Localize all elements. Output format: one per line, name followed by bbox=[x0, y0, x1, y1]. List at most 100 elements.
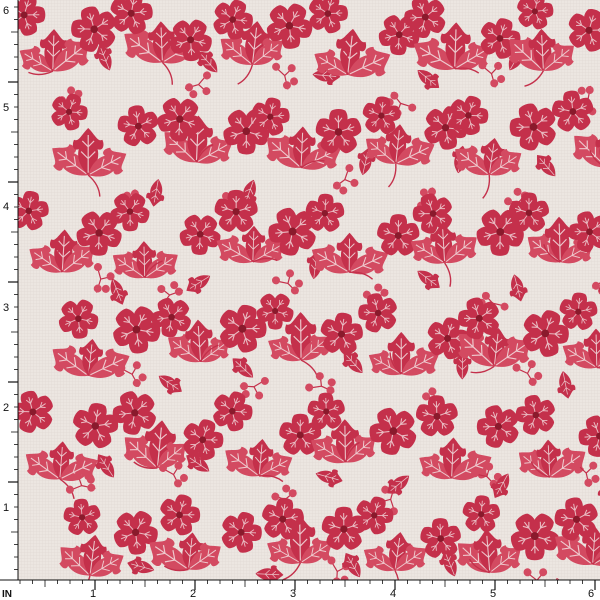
leaf bbox=[216, 235, 253, 264]
flower bbox=[18, 390, 53, 433]
stem bbox=[387, 163, 397, 188]
flower-center bbox=[394, 232, 402, 240]
leaf bbox=[489, 545, 521, 573]
motif-cell bbox=[416, 395, 519, 498]
leaf bbox=[455, 145, 490, 176]
flower-center bbox=[478, 511, 485, 518]
motif-cell bbox=[59, 498, 158, 580]
left-ruler-label-5: 5 bbox=[3, 102, 9, 114]
leaf bbox=[89, 550, 124, 577]
leaf bbox=[188, 542, 221, 570]
motif-cell bbox=[110, 0, 218, 99]
stem bbox=[344, 441, 360, 463]
leaf bbox=[110, 278, 128, 305]
flower-center bbox=[267, 113, 274, 120]
flower bbox=[378, 15, 420, 56]
leaf bbox=[241, 21, 270, 65]
motif-cell bbox=[52, 299, 182, 395]
leaf bbox=[458, 331, 495, 367]
leaf bbox=[259, 452, 293, 478]
flower-center bbox=[296, 431, 304, 439]
flower bbox=[320, 312, 363, 355]
flower bbox=[110, 0, 153, 35]
flower-center bbox=[496, 35, 504, 42]
leaf bbox=[549, 447, 586, 478]
leaf bbox=[186, 275, 211, 295]
motif-cell bbox=[515, 395, 600, 505]
leaf bbox=[62, 243, 95, 273]
flower-center bbox=[228, 407, 236, 415]
flower bbox=[256, 293, 294, 330]
leaf bbox=[387, 475, 410, 496]
leaf bbox=[168, 333, 201, 363]
leaf bbox=[347, 46, 391, 78]
leaf bbox=[149, 537, 189, 571]
left-ruler-label-6: 6 bbox=[3, 5, 9, 17]
flower-center bbox=[337, 330, 346, 338]
flower bbox=[404, 0, 446, 39]
flower bbox=[157, 98, 202, 142]
flower-center bbox=[127, 9, 135, 17]
flower bbox=[307, 392, 345, 430]
leaf bbox=[146, 179, 165, 207]
flower-center bbox=[242, 127, 251, 136]
flower-center bbox=[187, 36, 195, 44]
flower-center bbox=[465, 112, 472, 119]
flower bbox=[112, 391, 156, 435]
berry-cluster bbox=[272, 62, 299, 90]
stem bbox=[161, 61, 173, 85]
leaf bbox=[157, 441, 186, 469]
flower bbox=[509, 103, 556, 151]
stem bbox=[195, 143, 214, 163]
leaf bbox=[311, 244, 350, 274]
motif-cell bbox=[18, 390, 119, 500]
leaf bbox=[255, 565, 284, 580]
stem bbox=[596, 366, 600, 379]
leaf bbox=[268, 335, 302, 362]
motif-cell bbox=[18, 190, 128, 305]
leaf bbox=[19, 45, 53, 73]
flower bbox=[362, 96, 401, 134]
flower-center bbox=[272, 307, 279, 314]
flower-center bbox=[441, 124, 450, 132]
leaf bbox=[417, 69, 440, 90]
stem bbox=[163, 565, 189, 572]
flower bbox=[169, 19, 212, 62]
leaf bbox=[300, 537, 333, 564]
berry-cluster bbox=[512, 360, 543, 386]
flower-center bbox=[572, 515, 581, 523]
flower bbox=[369, 407, 417, 455]
flower-center bbox=[324, 10, 332, 17]
motif-cell bbox=[256, 293, 363, 395]
flower-center bbox=[238, 324, 247, 333]
leaf bbox=[127, 556, 155, 575]
bottom-ruler-ticks bbox=[0, 579, 600, 590]
flower bbox=[51, 93, 88, 131]
stem bbox=[57, 247, 63, 273]
berry-cluster bbox=[478, 61, 506, 88]
stem bbox=[454, 67, 480, 74]
flower-center bbox=[65, 108, 73, 115]
flower-center bbox=[323, 408, 330, 415]
motif-cell bbox=[410, 193, 528, 318]
leaf bbox=[29, 245, 63, 273]
flower bbox=[251, 97, 290, 136]
flower-center bbox=[532, 411, 540, 419]
flower bbox=[522, 310, 569, 357]
berry-cluster bbox=[239, 376, 269, 400]
leaf bbox=[457, 541, 490, 573]
stem bbox=[28, 70, 54, 76]
leaf bbox=[95, 454, 115, 478]
motif-cell bbox=[18, 0, 116, 118]
leaf bbox=[52, 345, 89, 377]
flower bbox=[578, 415, 600, 457]
left-inch-ruler: 6 5 4 3 2 1 bbox=[0, 0, 19, 583]
flower bbox=[412, 193, 453, 234]
leaf bbox=[417, 270, 440, 291]
flower-center bbox=[321, 210, 329, 217]
flower-center bbox=[569, 108, 577, 116]
stem bbox=[144, 260, 163, 279]
flower-center bbox=[541, 329, 550, 338]
leaf bbox=[490, 473, 510, 498]
